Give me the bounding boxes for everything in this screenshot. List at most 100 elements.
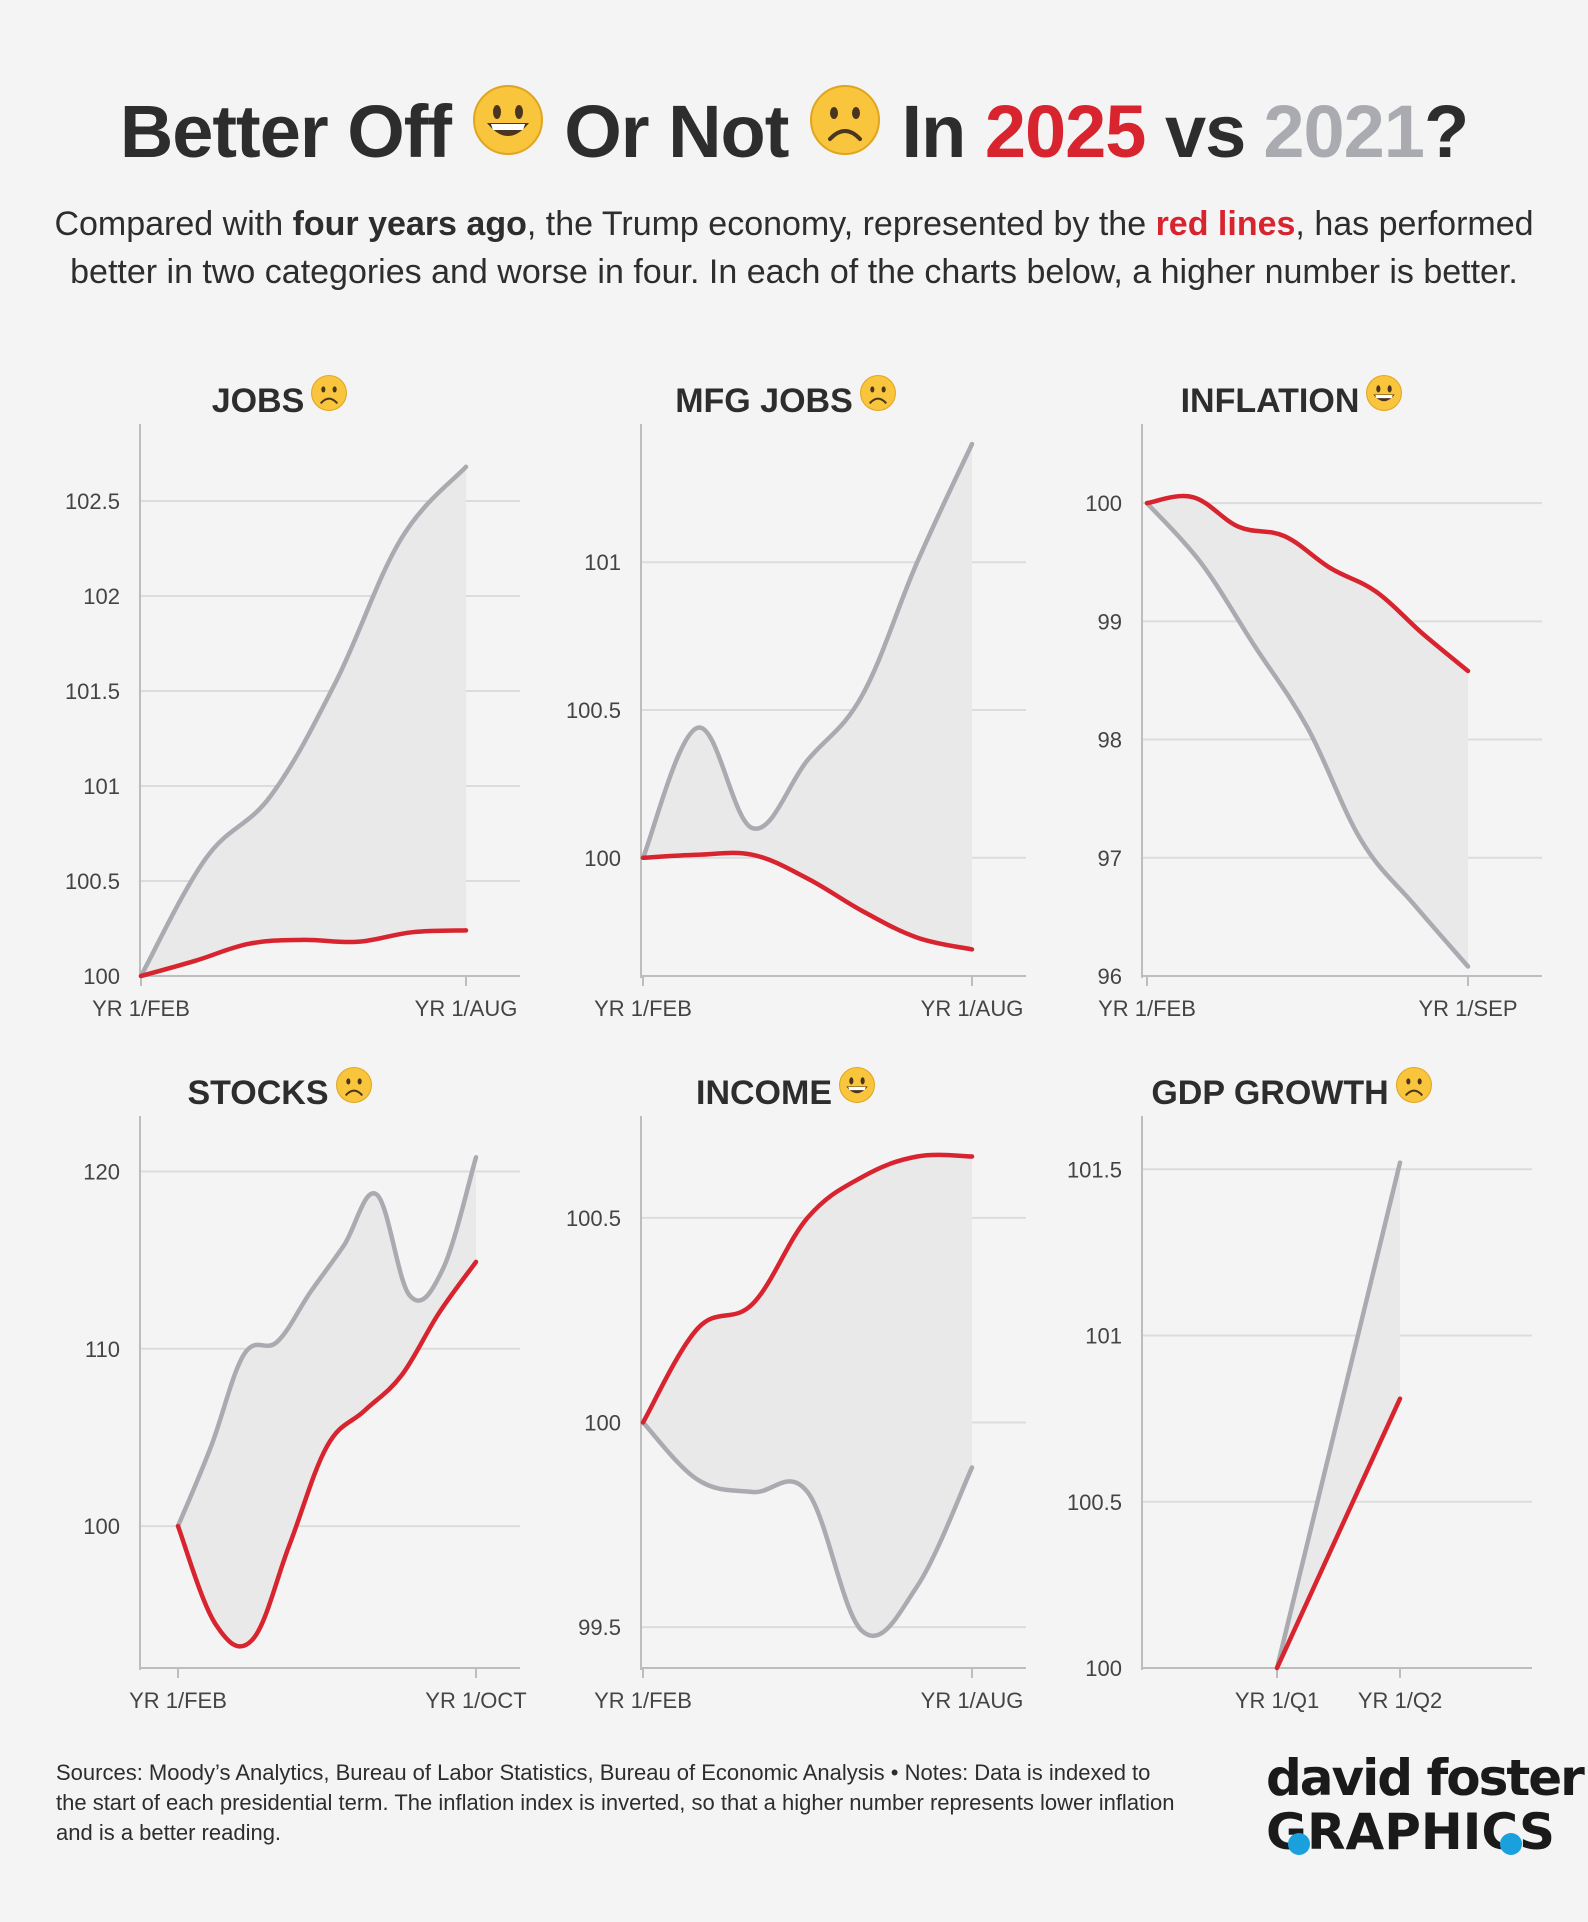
y-tick-label: 100: [83, 964, 120, 989]
frowning-face-icon: [859, 375, 896, 411]
brand-logo[interactable]: david foster GRAPHICS: [1266, 1749, 1585, 1880]
title-year-2021: 2021: [1263, 90, 1425, 173]
y-tick-label: 102.5: [65, 489, 120, 514]
series-line-2021: [640, 441, 975, 861]
y-tick-label: 100: [584, 846, 621, 871]
chart-svg: 96 97 98 99 100 YR 1/FEB YR 1/SEP: [1085, 424, 1542, 1021]
series-line-2025: [138, 928, 469, 979]
difference-area: [643, 1154, 972, 1636]
x-tick-label: YR 1/Q2: [1358, 1688, 1442, 1713]
chart-svg: 100 100.5 101 101.5 YR 1/Q1 YR 1/Q2: [1067, 1116, 1532, 1713]
difference-area: [643, 444, 972, 950]
series-line-2021: [1274, 1160, 1403, 1671]
y-tick-label: 101: [83, 774, 120, 799]
title-question-mark: ?: [1423, 90, 1469, 173]
chart-svg: 100 100.5 101 YR 1/FEB YR 1/AUG: [566, 424, 1026, 1021]
series-line-2025: [1144, 493, 1471, 674]
chart-title-text: STOCKS: [187, 1074, 329, 1112]
y-tick-label: 100.5: [566, 1206, 621, 1231]
title-text-better-off: Better Off: [119, 90, 452, 173]
chart-title-text: INCOME: [696, 1074, 832, 1112]
x-tick-label: YR 1/FEB: [129, 1688, 227, 1713]
y-tick-label: 100: [584, 1410, 621, 1435]
logo-blue-dot-icon: [1500, 1833, 1522, 1855]
subtitle: Compared with four years ago, the Trump …: [54, 205, 1534, 291]
chart-panel-inflation: INFLATION 96 97 98 99 100 YR 1/FEB YR 1/SEP: [1042, 375, 1542, 1066]
chart-svg: 99.5 100 100.5 YR 1/FEB YR 1/AUG: [566, 1116, 1026, 1713]
y-tick-label: 110: [85, 1337, 120, 1362]
x-tick-label: YR 1/AUG: [921, 1688, 1024, 1713]
x-tick-label: YR 1/AUG: [921, 996, 1024, 1021]
y-tick-label: 98: [1098, 728, 1122, 753]
chart-title-text: JOBS: [211, 382, 305, 420]
chart-title: INFLATION: [1042, 375, 1542, 429]
title-text-or-not: Or Not: [564, 90, 789, 173]
frowning-face-icon: [335, 1067, 372, 1103]
x-tick-label: YR 1/FEB: [92, 996, 190, 1021]
subtitle-emphasis: four years ago: [292, 205, 527, 243]
y-tick-label: 97: [1098, 846, 1122, 871]
series-line-2021: [138, 464, 469, 979]
y-tick-label: 100.5: [65, 869, 120, 894]
chart-title: JOBS: [30, 375, 530, 429]
chart-title-text: MFG JOBS: [675, 382, 853, 420]
chart-panel-income: INCOME 99.5 100 100.5 YR 1/FEB YR 1/AUG: [536, 1067, 1036, 1758]
chart-title: INCOME: [536, 1067, 1036, 1121]
series-line-2025: [640, 850, 975, 952]
title-text-vs: vs: [1165, 90, 1246, 173]
series-line-2025: [640, 1152, 975, 1425]
y-tick-label: 120: [83, 1159, 120, 1184]
page-title: Better Off Or Not In 2025 vs 2021?: [0, 84, 1588, 186]
series-line-2021: [1144, 500, 1471, 969]
y-tick-label: 100.5: [566, 698, 621, 723]
y-tick-label: 101.5: [1067, 1157, 1122, 1182]
chart-panel-gdp-growth: GDP GROWTH 100 100.5 101 101.5 YR 1/Q1 YR 1/Q2: [1042, 1067, 1542, 1758]
series-line-2021: [640, 1420, 975, 1639]
series-line-2025: [175, 1259, 479, 1649]
y-tick-label: 100.5: [1067, 1490, 1122, 1515]
frowning-face-icon: [808, 83, 882, 180]
y-tick-label: 100: [1085, 491, 1122, 516]
y-tick-label: 99: [1098, 609, 1122, 634]
series-line-2025: [1274, 1396, 1403, 1671]
difference-area: [1147, 496, 1468, 967]
difference-area: [178, 1157, 476, 1647]
chart-panel-stocks: STOCKS 100 110 120 YR 1/FEB YR 1/OCT: [30, 1067, 530, 1758]
difference-area: [141, 466, 466, 976]
chart-title: GDP GROWTH: [1042, 1067, 1542, 1121]
y-tick-label: 101: [1085, 1324, 1122, 1349]
grinning-face-icon: [471, 83, 545, 180]
chart-panel-mfg-jobs: MFG JOBS 100 100.5 101 YR 1/FEB YR 1/AUG: [536, 375, 1036, 1066]
y-tick-label: 101: [584, 550, 621, 575]
frowning-face-icon: [311, 375, 348, 411]
x-tick-label: YR 1/OCT: [425, 1688, 526, 1713]
x-tick-label: YR 1/AUG: [415, 996, 518, 1021]
title-year-2025: 2025: [984, 90, 1147, 173]
series-line-2021: [175, 1155, 479, 1529]
x-tick-label: YR 1/Q1: [1235, 1688, 1319, 1713]
chart-title-text: INFLATION: [1180, 382, 1360, 420]
frowning-face-icon: [1395, 1067, 1432, 1103]
chart-title: MFG JOBS: [536, 375, 1036, 429]
y-tick-label: 101.5: [65, 679, 120, 704]
x-tick-label: YR 1/SEP: [1418, 996, 1517, 1021]
grinning-face-icon: [1366, 375, 1403, 411]
subtitle-red-lines: red lines: [1155, 205, 1296, 243]
y-tick-label: 100: [83, 1514, 120, 1539]
x-tick-label: YR 1/FEB: [594, 996, 692, 1021]
y-tick-label: 96: [1098, 964, 1122, 989]
footer-notes: Sources: Moody’s Analytics, Bureau of La…: [56, 1760, 1175, 1845]
y-tick-label: 99.5: [578, 1615, 621, 1640]
logo-blue-dot-icon: [1288, 1833, 1310, 1855]
y-tick-label: 102: [83, 584, 120, 609]
chart-title-text: GDP GROWTH: [1151, 1074, 1389, 1112]
chart-svg: 100 110 120 YR 1/FEB YR 1/OCT: [83, 1116, 527, 1713]
chart-panel-jobs: JOBS 100 100.5 101 101.5 102 102.5 YR 1/FEB YR 1…: [30, 375, 530, 1066]
x-tick-label: YR 1/FEB: [594, 1688, 692, 1713]
chart-title: STOCKS: [30, 1067, 530, 1121]
x-tick-label: YR 1/FEB: [1098, 996, 1196, 1021]
logo-line-1: david foster: [1266, 1749, 1585, 1807]
grinning-face-icon: [839, 1067, 875, 1103]
title-text-in: In: [901, 90, 967, 173]
chart-svg: 100 100.5 101 101.5 102 102.5 YR 1/FEB YR 1/AUG: [65, 424, 520, 1021]
